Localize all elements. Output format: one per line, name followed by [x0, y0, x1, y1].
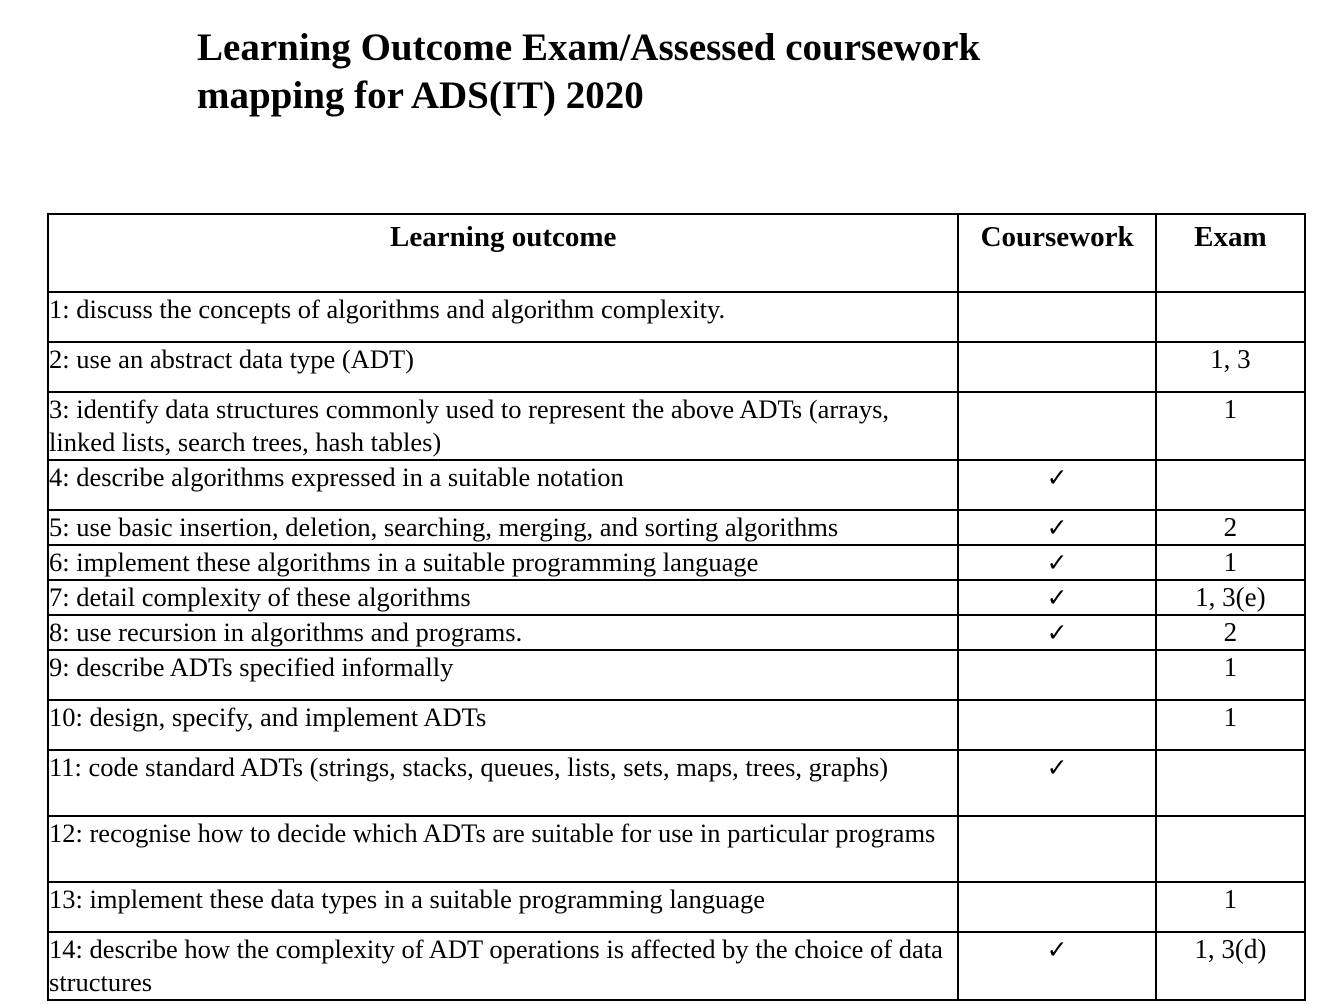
coursework-cell: [957, 391, 1157, 461]
coursework-cell: [957, 341, 1157, 393]
title-line-2: mapping for ADS(IT) 2020: [197, 74, 644, 117]
coursework-cell: ✓: [957, 931, 1157, 1001]
coursework-cell: [957, 291, 1157, 343]
exam-cell: [1154, 291, 1307, 343]
coursework-cell: ✓: [957, 614, 1157, 651]
coursework-cell: [957, 815, 1157, 883]
exam-cell: 1: [1154, 544, 1307, 581]
table-row: 2: use an abstract data type (ADT) 1, 3: [46, 341, 1307, 393]
coursework-cell: ✓: [957, 509, 1157, 546]
outcome-cell: 9: describe ADTs specified informally: [46, 649, 960, 701]
table-row: 13: implement these data types in a suit…: [46, 881, 1307, 933]
exam-cell: 1: [1154, 391, 1307, 461]
exam-cell: [1154, 815, 1307, 883]
table-row: 8: use recursion in algorithms and progr…: [46, 614, 1307, 651]
coursework-cell: ✓: [957, 579, 1157, 616]
outcome-cell: 1: discuss the concepts of algorithms an…: [46, 291, 960, 343]
page-title: Learning Outcome Exam/Assessed coursewor…: [197, 24, 980, 120]
table-row: 5: use basic insertion, deletion, search…: [46, 509, 1307, 546]
table-row: 6: implement these algorithms in a suita…: [46, 544, 1307, 581]
header-row: Learning outcome Coursework Exam: [46, 213, 1307, 293]
coursework-cell: ✓: [957, 749, 1157, 817]
exam-cell: 1, 3(d): [1154, 931, 1307, 1001]
table-row: 11: code standard ADTs (strings, stacks,…: [46, 749, 1307, 817]
outcome-cell: 12: recognise how to decide which ADTs a…: [46, 815, 960, 883]
header-coursework: Coursework: [957, 213, 1157, 293]
exam-cell: 1: [1154, 881, 1307, 933]
table-row: 3: identify data structures commonly use…: [46, 391, 1307, 461]
outcome-cell: 8: use recursion in algorithms and progr…: [46, 614, 960, 651]
title-line-1: Learning Outcome Exam/Assessed coursewor…: [197, 26, 981, 69]
exam-cell: 1: [1154, 649, 1307, 701]
coursework-cell: [957, 881, 1157, 933]
outcome-cell: 5: use basic insertion, deletion, search…: [46, 509, 960, 546]
exam-cell: 2: [1154, 509, 1307, 546]
outcome-cell: 2: use an abstract data type (ADT): [46, 341, 960, 393]
outcome-cell: 3: identify data structures commonly use…: [46, 391, 960, 461]
header-learning-outcome: Learning outcome: [46, 213, 960, 293]
coursework-cell: [957, 699, 1157, 751]
outcome-cell: 6: implement these algorithms in a suita…: [46, 544, 960, 581]
coursework-cell: ✓: [957, 459, 1157, 511]
table-row: 14: describe how the complexity of ADT o…: [46, 931, 1307, 1001]
table-row: 12: recognise how to decide which ADTs a…: [46, 815, 1307, 883]
exam-cell: 1: [1154, 699, 1307, 751]
exam-cell: [1154, 459, 1307, 511]
table-row: 7: detail complexity of these algorithms…: [46, 579, 1307, 616]
outcome-cell: 13: implement these data types in a suit…: [46, 881, 960, 933]
outcome-mapping-table: Learning outcome Coursework Exam 1: disc…: [46, 213, 1307, 1001]
outcome-cell: 11: code standard ADTs (strings, stacks,…: [46, 749, 960, 817]
outcome-cell: 4: describe algorithms expressed in a su…: [46, 459, 960, 511]
exam-cell: 1, 3(e): [1154, 579, 1307, 616]
table-row: 10: design, specify, and implement ADTs …: [46, 699, 1307, 751]
table-row: 1: discuss the concepts of algorithms an…: [46, 291, 1307, 343]
outcome-cell: 10: design, specify, and implement ADTs: [46, 699, 960, 751]
exam-cell: [1154, 749, 1307, 817]
coursework-cell: ✓: [957, 544, 1157, 581]
coursework-cell: [957, 649, 1157, 701]
exam-cell: 2: [1154, 614, 1307, 651]
table-row: 9: describe ADTs specified informally 1: [46, 649, 1307, 701]
header-exam: Exam: [1154, 213, 1307, 293]
outcome-cell: 7: detail complexity of these algorithms: [46, 579, 960, 616]
table-row: 4: describe algorithms expressed in a su…: [46, 459, 1307, 511]
outcome-cell: 14: describe how the complexity of ADT o…: [46, 931, 960, 1001]
exam-cell: 1, 3: [1154, 341, 1307, 393]
